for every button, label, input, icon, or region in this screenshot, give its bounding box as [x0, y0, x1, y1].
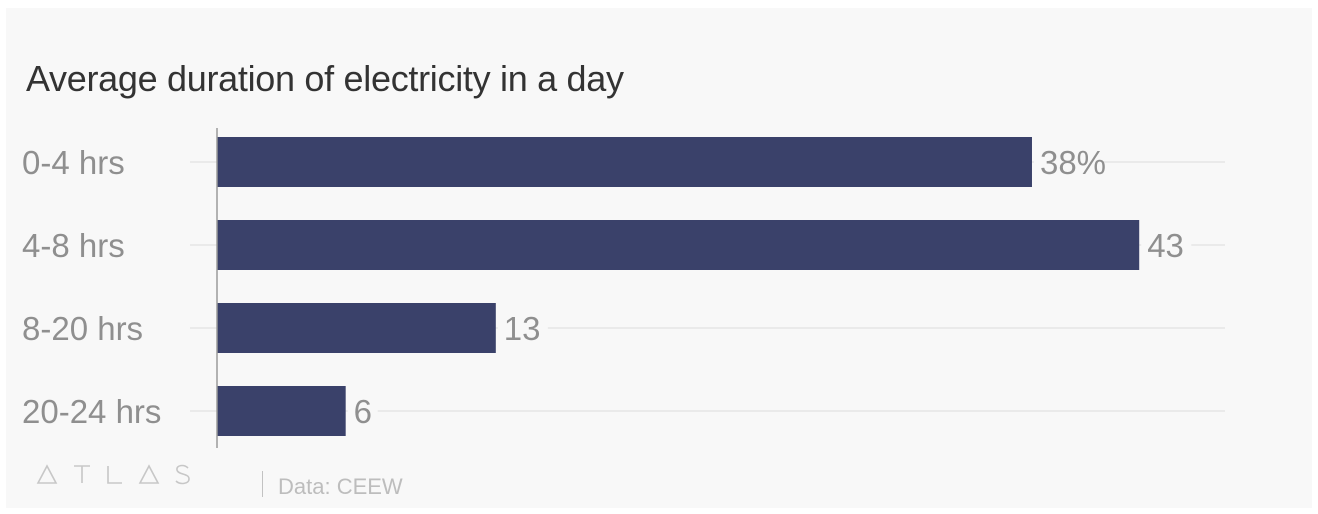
value-label-bg [1141, 227, 1192, 263]
bar-4-8-hrs [217, 220, 1140, 270]
category-label: 20-24 hrs [22, 393, 161, 430]
atlas-logo [36, 460, 196, 493]
category-label-bg [18, 310, 190, 346]
gridlines [130, 161, 1225, 412]
value-labels: 38% 43 13 6 [347, 144, 1192, 430]
category-label-bg [18, 393, 190, 429]
value-label: 43 [1147, 227, 1184, 264]
bar-8-20-hrs [217, 303, 496, 353]
bar-0-4-hrs [217, 137, 1032, 187]
value-label: 38% [1040, 144, 1106, 181]
value-label-bg [347, 393, 378, 429]
category-labels: 0-4 hrs 4-8 hrs 8-20 hrs 20-24 hrs [18, 144, 190, 430]
value-label-bg [1033, 144, 1104, 180]
category-label: 4-8 hrs [22, 227, 125, 264]
chart-title: Average duration of electricity in a day [26, 58, 624, 99]
bars [217, 137, 1140, 436]
category-label: 0-4 hrs [22, 144, 125, 181]
category-label-bg [18, 227, 190, 263]
value-label-bg [497, 310, 548, 346]
footer-separator [262, 471, 263, 497]
bar-20-24-hrs [217, 386, 346, 436]
value-label: 6 [354, 393, 372, 430]
value-label: 13 [504, 310, 541, 347]
category-label: 8-20 hrs [22, 310, 143, 347]
category-label-bg [18, 144, 190, 180]
data-source: Data: CEEW [278, 474, 403, 499]
atlas-logo-icon [36, 464, 190, 485]
